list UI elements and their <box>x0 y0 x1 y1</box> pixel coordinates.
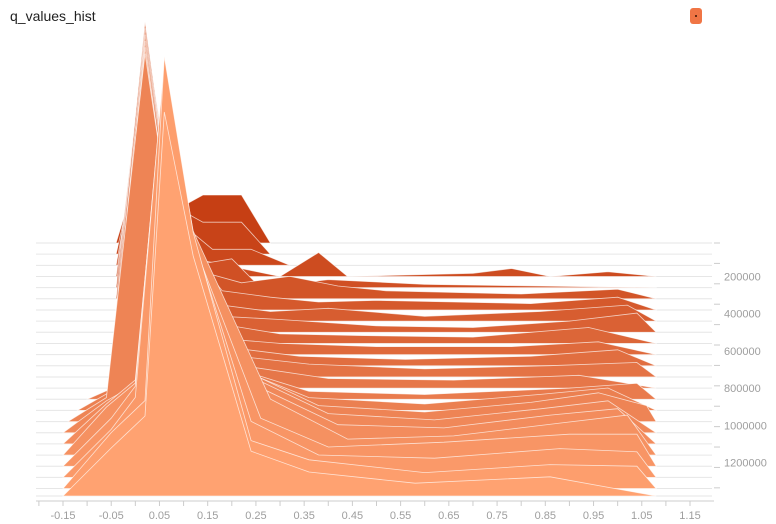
step-tick-label: 1200000 <box>724 458 767 470</box>
x-tick-label: 0.15 <box>197 510 218 522</box>
x-tick-label: 0.45 <box>342 510 363 522</box>
run-color-dot <box>695 15 697 17</box>
x-tick-label: 0.75 <box>486 510 507 522</box>
x-tick-label: 1.15 <box>679 510 700 522</box>
x-tick-label: 0.25 <box>245 510 266 522</box>
histogram-layers <box>36 21 712 497</box>
step-tick-label: 1000000 <box>724 420 767 432</box>
x-tick-label: 0.55 <box>390 510 411 522</box>
step-tick-label: 200000 <box>724 271 761 283</box>
step-tick-label: 600000 <box>724 346 761 358</box>
x-tick-label: -0.15 <box>50 510 75 522</box>
run-color-button[interactable] <box>690 8 702 24</box>
x-tick-label: 1.05 <box>631 510 652 522</box>
step-tick-label: 400000 <box>724 309 761 321</box>
histogram-slice[interactable] <box>62 111 657 497</box>
x-axis: -0.15 -0.05 0.05 0.15 0.25 0.35 0.45 0.55 0.65 0.… <box>36 500 714 522</box>
step-axis: 200000 400000 600000 800000 1000000 1200000 <box>714 242 767 489</box>
x-tick-label: 0.85 <box>535 510 556 522</box>
x-tick-label: -0.05 <box>99 510 124 522</box>
step-tick-label: 800000 <box>724 383 761 395</box>
x-tick-label: 0.35 <box>293 510 314 522</box>
x-tick-label: 0.05 <box>149 510 170 522</box>
x-tick-label: 0.65 <box>438 510 459 522</box>
chart-title: q_values_hist <box>10 8 96 24</box>
x-tick-label: 0.95 <box>583 510 604 522</box>
